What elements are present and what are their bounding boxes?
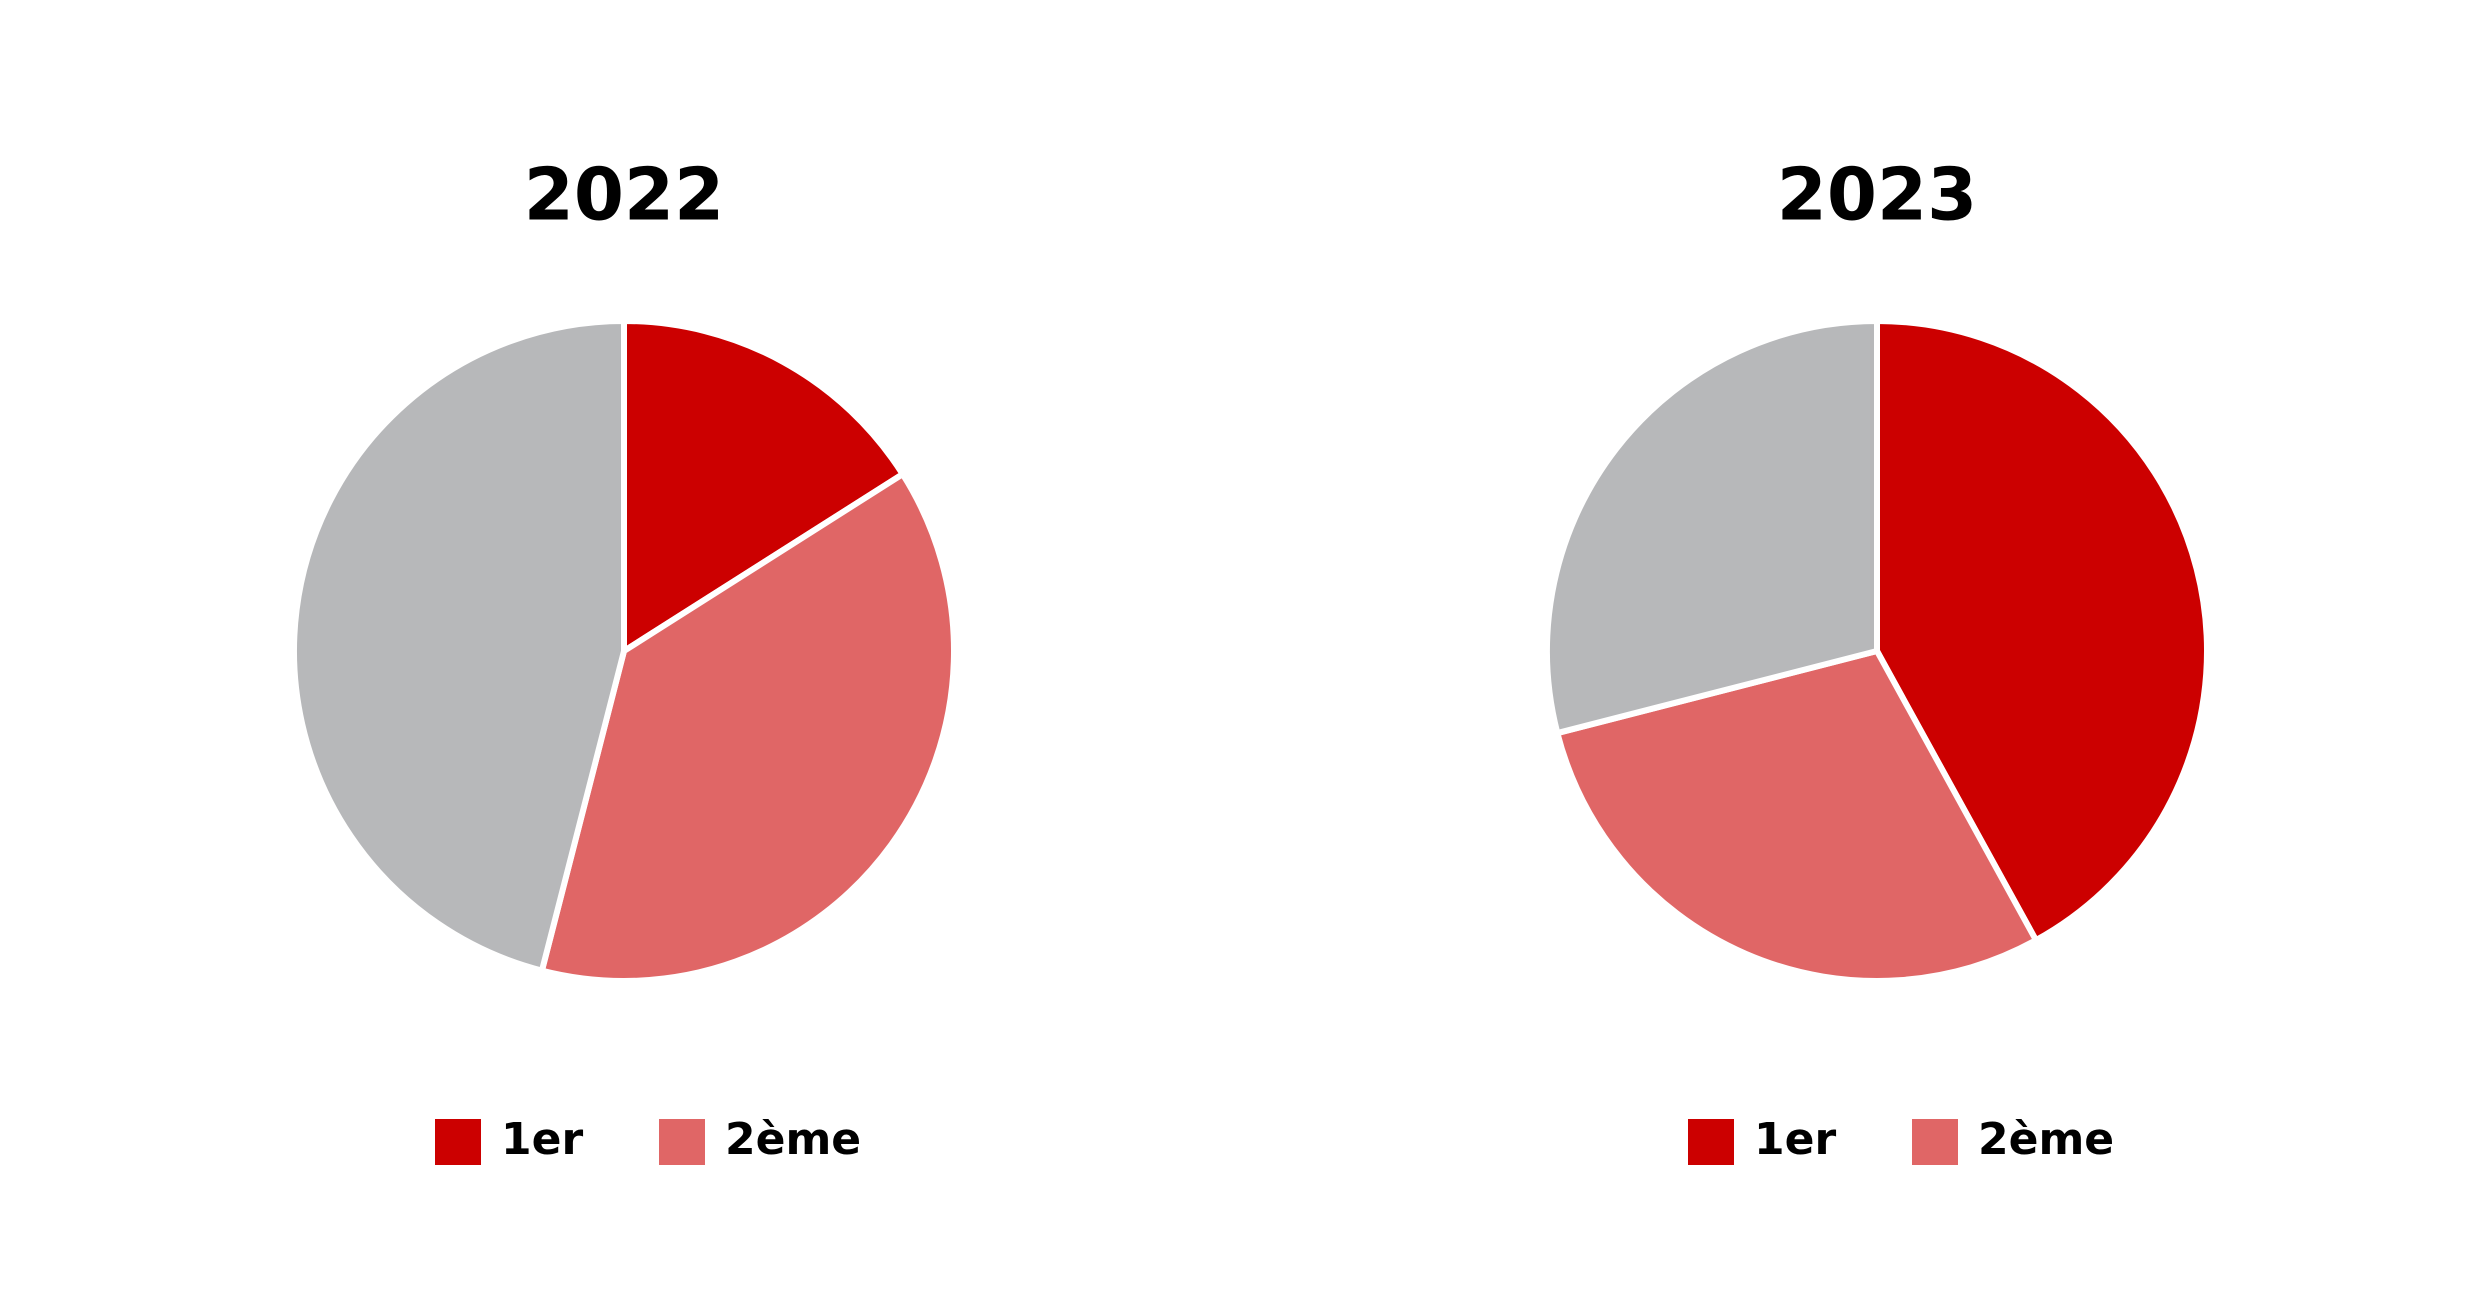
legend-swatch — [1688, 1119, 1734, 1165]
pie-slice — [1554, 648, 2039, 984]
pie-slice — [621, 318, 906, 654]
chart-title: 2022 — [524, 153, 724, 237]
legend-label: 2ème — [725, 1114, 861, 1165]
legend-label: 2ème — [1978, 1114, 2114, 1165]
pie-slice — [1544, 318, 1880, 737]
legend-label: 1er — [1754, 1114, 1836, 1165]
pie-slice — [1874, 318, 2210, 944]
chart-title: 2023 — [1777, 153, 1977, 237]
legend-swatch — [659, 1119, 705, 1165]
legend-swatch — [1912, 1119, 1958, 1165]
pie-slice — [291, 318, 627, 974]
legend-label: 1er — [501, 1114, 583, 1165]
legend-swatch — [435, 1119, 481, 1165]
pie-slice — [538, 471, 957, 984]
